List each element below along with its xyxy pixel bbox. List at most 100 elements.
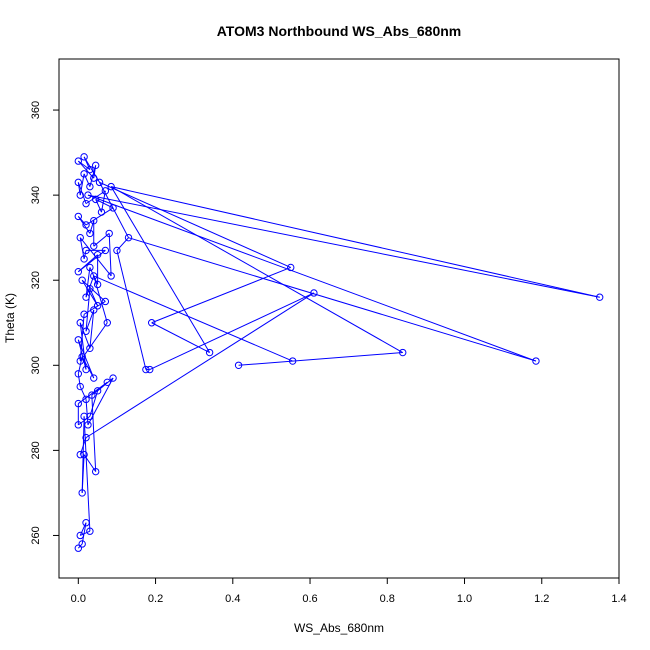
data-point [76, 357, 84, 365]
data-point [80, 412, 88, 421]
series-lines [77, 156, 600, 549]
x-axis: 0.0 0.2 0.4 0.6 0.8 1.0 1.2 1.4 [71, 577, 627, 605]
data-point [399, 348, 407, 357]
x-tick-label: 1.2 [534, 593, 549, 605]
data-point [310, 289, 318, 297]
x-tick-label: 1.4 [611, 593, 626, 605]
data-point [93, 250, 102, 259]
x-tick-label: 1.0 [457, 593, 472, 605]
series-segment [110, 186, 403, 353]
x-tick-label: 0.6 [302, 593, 317, 605]
data-point [101, 187, 110, 195]
data-point [82, 221, 90, 229]
data-point [147, 319, 156, 327]
data-point [80, 153, 88, 161]
data-point [78, 540, 86, 548]
series-segment [87, 194, 600, 298]
data-point [101, 246, 110, 255]
data-point [105, 229, 113, 238]
data-point [82, 327, 90, 335]
data-point [74, 544, 83, 552]
data-point [146, 365, 154, 374]
x-tick-label: 0.2 [148, 593, 163, 605]
series-segment [79, 522, 87, 536]
data-point [93, 280, 102, 289]
data-point [91, 161, 100, 170]
data-point [90, 306, 98, 314]
data-point [74, 370, 83, 378]
series-segment [80, 530, 91, 536]
data-point [288, 357, 297, 365]
series-segment [93, 275, 293, 362]
series-segment [81, 454, 85, 493]
data-point [86, 285, 94, 293]
data-point [80, 450, 88, 459]
data-point [101, 297, 110, 306]
data-point [76, 319, 84, 327]
x-tick-label: 0.4 [225, 593, 240, 605]
series-segment [151, 322, 210, 353]
series-segment [89, 220, 95, 234]
series-segment [85, 267, 91, 298]
data-point [84, 421, 92, 429]
series-segment [238, 352, 403, 366]
data-point [82, 433, 90, 442]
data-point [124, 233, 133, 242]
data-point [76, 191, 84, 199]
data-point [86, 182, 94, 191]
data-point [74, 178, 83, 187]
data-point [84, 191, 92, 199]
series-segment [87, 377, 114, 426]
data-point [86, 229, 94, 238]
data-point [74, 212, 83, 221]
data-point [86, 412, 94, 421]
data-point [76, 450, 84, 459]
data-point [287, 263, 295, 272]
y-tick-label: 300 [30, 356, 42, 374]
series-segment [85, 292, 315, 439]
series-segment [151, 266, 291, 324]
data-point [142, 365, 150, 374]
series-segment [83, 173, 91, 187]
data-point [76, 382, 84, 391]
data-point [76, 531, 84, 540]
data-point [91, 195, 100, 204]
series-segment [93, 275, 108, 323]
series-points [74, 153, 604, 552]
series-segment [85, 399, 89, 425]
y-tick-label: 360 [30, 101, 42, 119]
y-tick-label: 260 [30, 526, 42, 544]
y-tick-label: 320 [30, 271, 42, 289]
data-point [74, 421, 83, 429]
series-segment [111, 186, 600, 298]
data-point [82, 395, 90, 404]
series-segment [79, 322, 87, 370]
data-point [80, 170, 88, 178]
series-segment [95, 199, 102, 213]
series-segment [77, 216, 87, 226]
x-tick-label: 0.8 [380, 593, 395, 605]
data-point [532, 357, 540, 365]
data-point [82, 365, 90, 374]
series-segment [77, 339, 95, 379]
data-point [205, 348, 214, 357]
series-segment [93, 165, 97, 179]
data-point [86, 263, 94, 272]
series-segment [116, 250, 147, 370]
x-tick-label: 0.0 [71, 593, 86, 605]
data-point [91, 467, 100, 476]
data-point [80, 255, 88, 263]
data-point [90, 374, 98, 382]
data-point [107, 182, 115, 191]
data-point [90, 272, 98, 280]
data-point [74, 157, 83, 165]
series-segment [78, 415, 91, 426]
series-segment [87, 194, 537, 362]
y-tick-label: 280 [30, 441, 42, 459]
y-axis: 260 280 300 320 340 360 [30, 101, 60, 545]
data-point [95, 178, 104, 187]
data-point [82, 199, 90, 208]
data-point [74, 336, 83, 344]
